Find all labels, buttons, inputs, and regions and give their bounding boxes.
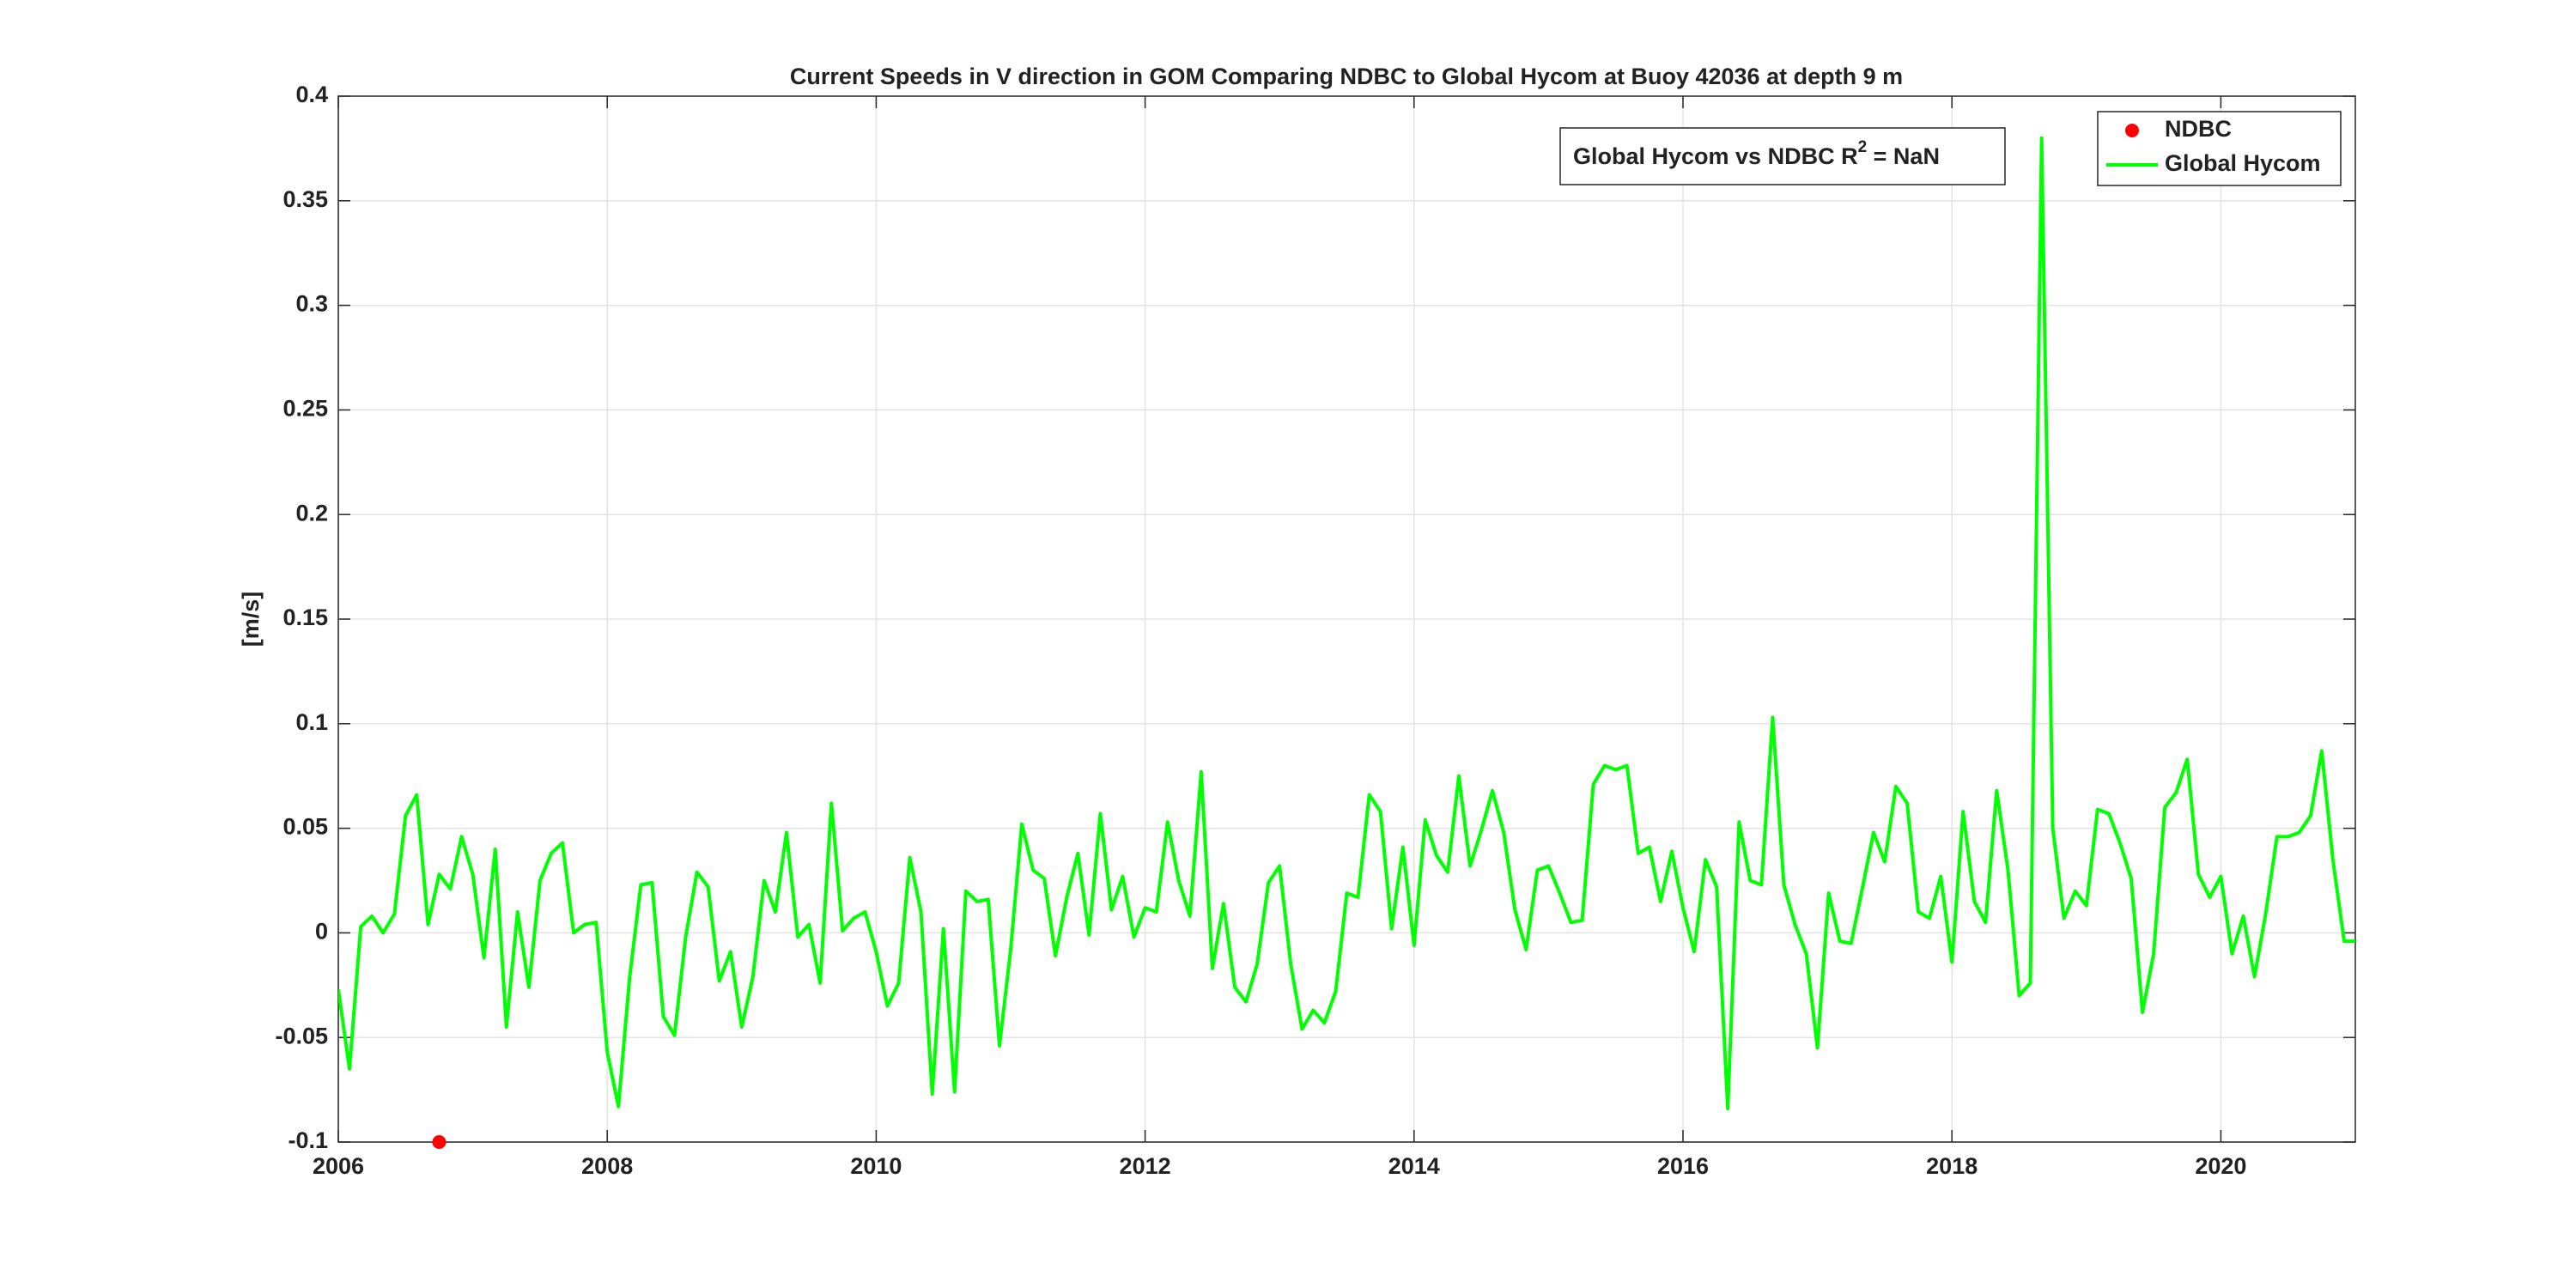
x-tick-label: 2006 (313, 1153, 364, 1179)
y-tick-label: 0.1 (295, 709, 328, 735)
y-tick-label: -0.1 (288, 1127, 328, 1153)
y-tick-label: 0.3 (295, 291, 328, 317)
y-tick-label: 0.2 (295, 500, 328, 526)
x-tick-label: 2012 (1120, 1153, 1171, 1179)
annotation-superscript: 2 (1858, 138, 1868, 156)
y-tick-label: 0.15 (283, 605, 328, 630)
x-tick-label: 2008 (581, 1153, 633, 1179)
x-tick-label: 2010 (850, 1153, 902, 1179)
x-tick-label: 2018 (1926, 1153, 1978, 1179)
legend-marker (2125, 124, 2139, 137)
x-tick-label: 2014 (1388, 1153, 1440, 1179)
y-tick-label: -0.05 (275, 1023, 328, 1048)
annotation: Global Hycom vs NDBC R2 = NaN (1573, 138, 1940, 169)
data-point (432, 1135, 447, 1149)
chart-title: Current Speeds in V direction in GOM Com… (790, 64, 1903, 89)
plot-frame (337, 95, 2356, 1143)
legend-label: NDBC (2165, 116, 2232, 142)
legend-label: Global Hycom (2165, 150, 2321, 176)
x-tick-label: 2016 (1657, 1153, 1709, 1179)
annotation-suffix: = NaN (1867, 143, 1940, 169)
y-axis-label: [m/s] (238, 592, 264, 647)
y-tick-label: 0.05 (283, 814, 328, 840)
annotation-text: Global Hycom vs NDBC R (1573, 143, 1858, 169)
y-tick-label: 0.4 (295, 82, 328, 107)
y-tick-label: 0.35 (283, 186, 328, 212)
x-tick-label: 2020 (2195, 1153, 2246, 1179)
data-line (338, 136, 2355, 1111)
annotation-box (1559, 127, 2006, 185)
y-tick-label: 0 (315, 919, 328, 945)
legend-box (2097, 111, 2342, 186)
y-tick-label: 0.25 (283, 396, 328, 422)
